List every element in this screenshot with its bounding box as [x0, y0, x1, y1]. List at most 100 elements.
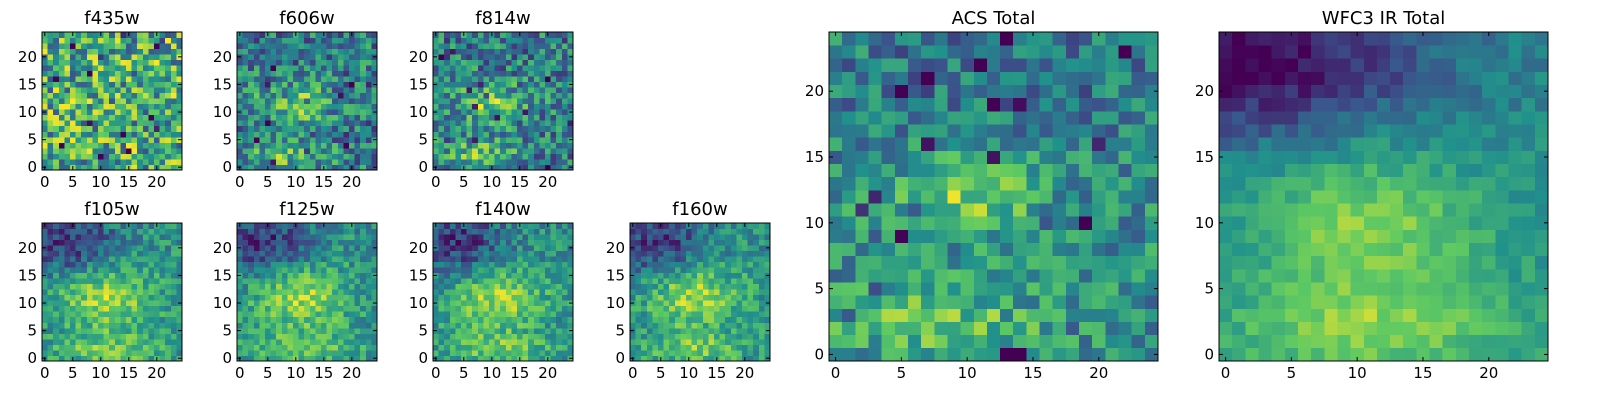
heatmap-cell [483, 316, 490, 323]
heatmap-cell [287, 153, 294, 160]
heatmap-cell [371, 294, 378, 301]
heatmap-cell [237, 267, 243, 274]
y-tick-label: 20 [18, 239, 37, 257]
heatmap-cell [287, 327, 294, 334]
heatmap-cell [742, 300, 748, 307]
heatmap-cell [522, 272, 529, 279]
heatmap-cell [455, 322, 462, 329]
heatmap-cell [494, 32, 501, 38]
heatmap-cell [47, 43, 54, 49]
heatmap-cell [517, 239, 523, 246]
heatmap-cell [747, 344, 754, 351]
heatmap-cell [550, 267, 557, 274]
heatmap-cell [455, 256, 462, 263]
heatmap-cell [120, 355, 127, 362]
heatmap-cell [248, 278, 255, 285]
heatmap-cell [360, 256, 367, 263]
heatmap-cell [343, 87, 350, 94]
heatmap-cell [533, 153, 540, 160]
heatmap-cell [148, 131, 155, 138]
heatmap-cell [86, 261, 93, 268]
heatmap-cell [455, 131, 462, 138]
heatmap-cell [881, 150, 896, 164]
heatmap-cell [265, 256, 271, 263]
heatmap-cell [371, 70, 378, 77]
heatmap-cell [466, 109, 473, 116]
heatmap-cell [58, 48, 65, 55]
heatmap-cell [298, 32, 305, 38]
heatmap-cell [466, 267, 473, 274]
panel-title: f606w [279, 8, 334, 29]
heatmap-cell [176, 125, 183, 132]
heatmap-cell [332, 256, 339, 263]
heatmap-cell [528, 142, 535, 149]
heatmap-cell [315, 87, 322, 94]
heatmap-cell [674, 239, 681, 246]
heatmap-cell [131, 305, 138, 312]
heatmap-cell [1026, 229, 1040, 243]
heatmap-cell [550, 278, 557, 285]
heatmap-cell [81, 300, 88, 307]
heatmap-cell [663, 256, 670, 263]
heatmap-cell [680, 333, 687, 340]
heatmap-cell [365, 158, 372, 165]
heatmap-cell [326, 305, 333, 312]
heatmap-cell [658, 300, 664, 307]
heatmap-cell [165, 48, 172, 55]
heatmap-cell [714, 333, 720, 340]
heatmap-cell [142, 136, 149, 143]
heatmap-cell [315, 223, 322, 229]
heatmap-cell [253, 234, 260, 240]
heatmap-cell [500, 98, 507, 105]
heatmap-cell [567, 322, 574, 329]
heatmap-cell [298, 164, 305, 171]
heatmap-cell [489, 234, 495, 240]
heatmap-cell [170, 125, 177, 132]
heatmap-cell [466, 228, 473, 235]
heatmap-cell [674, 316, 681, 323]
heatmap-cell [281, 37, 288, 44]
heatmap-cell [42, 305, 48, 312]
heatmap-cell [58, 98, 65, 105]
heatmap-cell [753, 344, 760, 351]
heatmap-cell [276, 48, 283, 55]
heatmap-cell [747, 261, 754, 268]
heatmap-cell [47, 289, 54, 296]
heatmap-cell [517, 131, 523, 138]
heatmap-cell [86, 136, 93, 143]
heatmap-cell [702, 322, 709, 329]
heatmap-cell [259, 54, 266, 60]
heatmap-cell [114, 81, 121, 88]
heatmap-cell [265, 278, 271, 285]
heatmap-cell [332, 300, 339, 307]
heatmap-cell [58, 305, 65, 312]
heatmap-cell [545, 136, 551, 143]
heatmap-cell [1144, 334, 1159, 349]
heatmap-cell [461, 267, 467, 274]
x-tick-label: 20 [538, 364, 557, 382]
heatmap-cell [472, 322, 479, 329]
heatmap-cell [758, 228, 765, 235]
heatmap-cell [42, 142, 48, 149]
heatmap-cell [522, 103, 529, 110]
heatmap-cell [126, 234, 132, 240]
heatmap-cell [714, 272, 720, 279]
heatmap-cell [483, 131, 490, 138]
heatmap-cell [1105, 295, 1119, 309]
heatmap-cell [477, 322, 484, 329]
heatmap-cell [154, 283, 160, 290]
heatmap-cell [354, 120, 361, 127]
heatmap-cell [635, 234, 642, 240]
heatmap-cell [517, 76, 523, 83]
heatmap-cell [550, 239, 557, 246]
heatmap-cell [511, 142, 518, 149]
heatmap-cell [371, 125, 378, 132]
heatmap-cell [736, 261, 743, 268]
heatmap-cell [114, 125, 121, 132]
heatmap-cell [528, 316, 535, 323]
heatmap-cell [483, 256, 490, 263]
heatmap-cell [337, 234, 344, 240]
heatmap-cell [483, 322, 490, 329]
heatmap-cell [533, 294, 540, 301]
